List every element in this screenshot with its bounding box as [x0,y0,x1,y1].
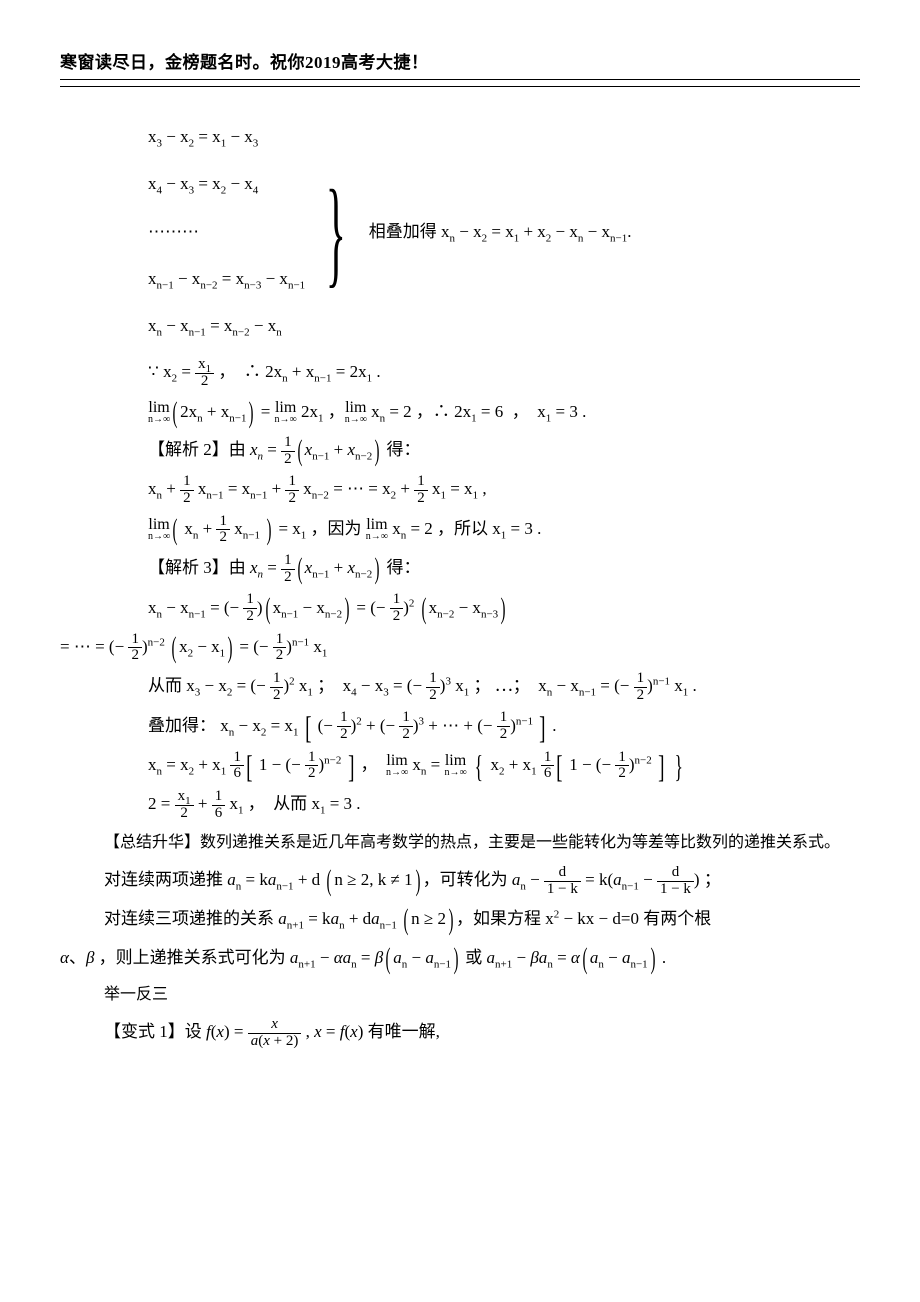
eq-line: xn−1 − xn−2 = xn−3 − xn−1 [148,263,305,295]
math-line: 叠加得： xn − x2 = x1 [ (− 12)2 + (− 12)3 + … [60,710,860,743]
math-line: limn→∞( xn + 12 xn−1 ) = x1 ，因为 limn→∞ x… [60,513,860,546]
eq-result: 相叠加得 xn − x2 = x1 + x2 − xn − xn−1. [369,216,632,248]
eq-line: x4 − x3 = x2 − x4 [148,168,305,200]
page-header: 寒窗读尽日，金榜题名时。祝你2019高考大捷！ [60,48,860,80]
eq-line: x3 − x2 = x1 − x3 [148,121,305,153]
eq-line: xn − xn−1 = xn−2 − xn [148,310,305,342]
summary-para: 【总结升华】数列递推关系是近几年高考数学的热点，主要是一些能转化为等差等比数列的… [60,828,860,858]
math-line: 2 = x12 + 16 x1 ， 从而 x1 = 3 . [60,788,860,821]
math-line: = ⋯ = (− 12)n−2 (x2 − x1) = (− 12)n−1 x1 [60,631,860,664]
math-line: limn→∞(2xn + xn−1) = limn→∞ 2x1 ，limn→∞ … [60,396,860,428]
math-line: xn = x2 + x1 16[ 1 − (− 12)n−2 ] ， limn→… [60,749,860,782]
content-body: x3 − x2 = x1 − x3 x4 − x3 = x2 − x4 ⋯⋯⋯ … [60,115,860,1050]
math-line: xn − xn−1 = (− 12)(xn−1 − xn−2) = (− 12)… [60,592,860,625]
header-rule [60,86,860,87]
exercise-head: 举一反三 [60,980,860,1010]
summary-line: 对连续两项递推 an = kan−1 + d (n ≥ 2, k ≠ 1)，可转… [60,864,860,897]
solution3-head: 【解析 3】由 xn = 12(xn−1 + xn−2) 得： [60,552,860,585]
summary-line: 对连续三项递推的关系 an+1 = kan + dan−1 (n ≥ 2)，如果… [60,903,860,935]
equation-system: x3 − x2 = x1 − x3 x4 − x3 = x2 − x4 ⋯⋯⋯ … [60,115,860,348]
exercise-1: 【变式 1】设 f(x) = xa(x + 2) , x = f(x) 有唯一解… [60,1016,860,1049]
eq-line: ⋯⋯⋯ [148,216,305,248]
solution2-head: 【解析 2】由 xn = 12(xn−1 + xn−2) 得： [60,434,860,467]
math-line: 从而 x3 − x2 = (− 12)2 x1 ； x4 − x3 = (− 1… [60,670,860,703]
summary-line: α、β ，则上递推关系式可化为 an+1 − αan = β(an − an−1… [60,942,860,974]
math-line: xn + 12 xn−1 = xn−1 + 12 xn−2 = ⋯ = x2 +… [60,473,860,506]
math-line: ∵ x2 = x12 ， ∴ 2xn + xn−1 = 2x1 . [60,356,860,389]
right-brace-icon: } [326,181,346,283]
